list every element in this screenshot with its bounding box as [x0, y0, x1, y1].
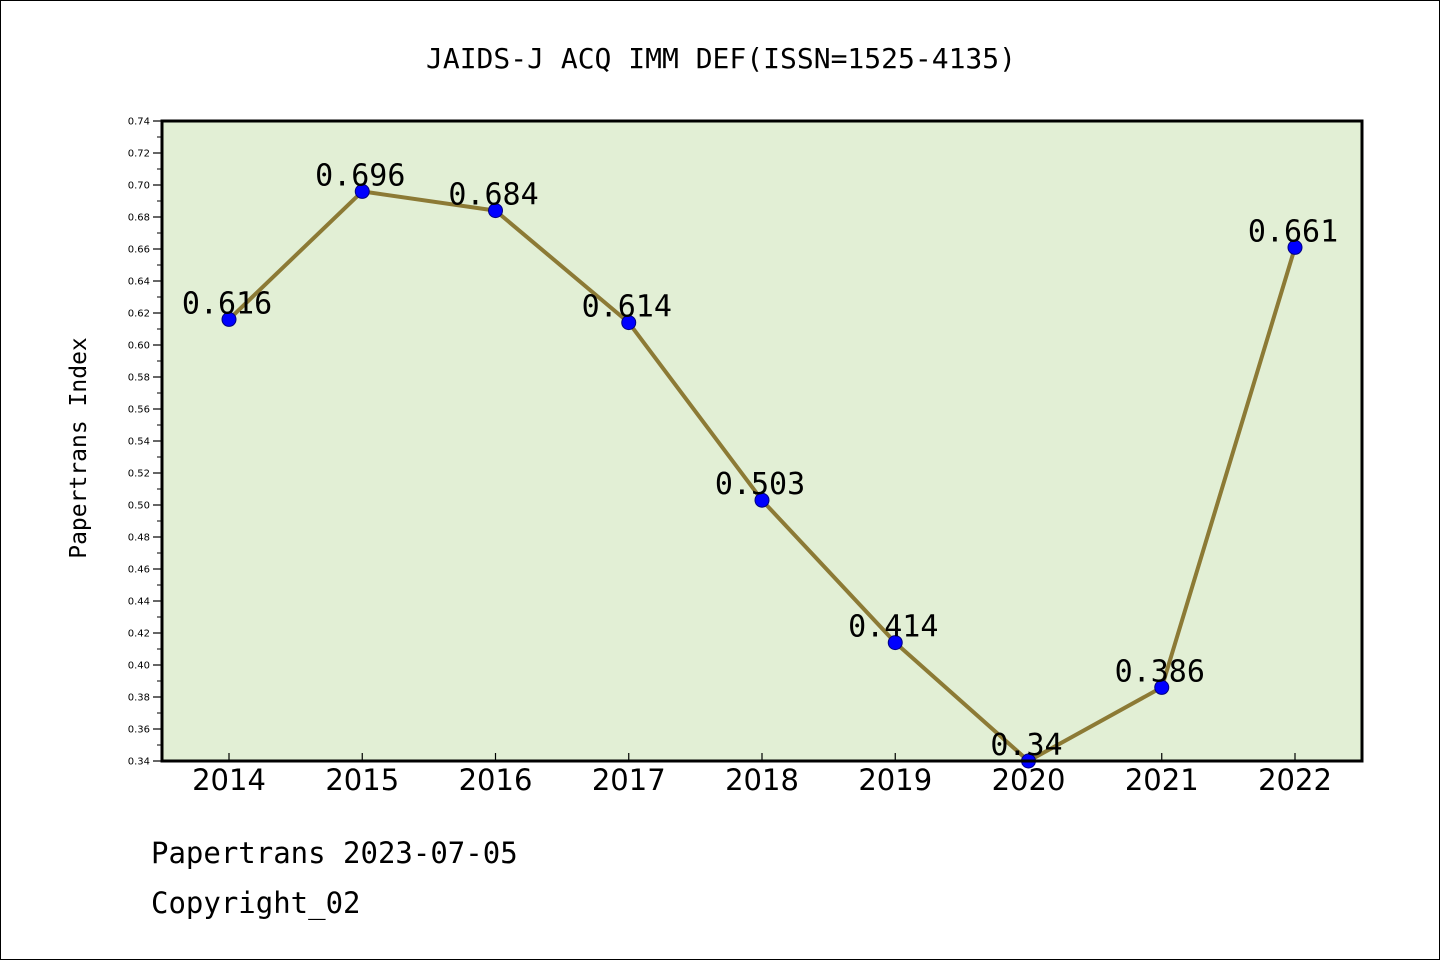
data-point — [488, 203, 503, 219]
y-tick-label: 0.54 — [128, 437, 150, 448]
data-label: 0.386 — [1115, 654, 1205, 689]
data-label: 0.696 — [315, 158, 405, 193]
y-axis-ticks: 0.34 0.36 0.38 0.40 0.42 0.44 0.46 0.48 0.50 0.52… — [128, 117, 162, 768]
data-point — [354, 183, 370, 199]
y-tick-label: 0.44 — [128, 597, 150, 608]
x-tick-label: 2021 — [1125, 763, 1199, 797]
data-label: 0.503 — [715, 467, 805, 502]
data-label: 0.684 — [448, 178, 538, 213]
y-tick-label: 0.74 — [128, 117, 150, 128]
plot-border — [160, 119, 1364, 763]
data-label: 0.34 — [990, 728, 1062, 763]
y-tick-label: 0.36 — [128, 725, 150, 736]
footer-source: Papertrans 2023-07-05 — [151, 836, 518, 870]
footer-copyright: Copyright_02 — [151, 886, 361, 920]
data-point — [1287, 239, 1303, 255]
x-tick-label: 2019 — [858, 763, 932, 797]
y-tick-label: 0.40 — [128, 661, 150, 672]
x-tick-label: 2015 — [325, 763, 399, 797]
x-tick-label: 2022 — [1258, 763, 1332, 797]
y-tick-label: 0.46 — [128, 565, 150, 576]
x-tick-label: 2017 — [592, 763, 666, 797]
y-tick-label: 0.50 — [128, 501, 150, 512]
data-label: 0.614 — [582, 290, 672, 325]
y-tick-label: 0.62 — [128, 309, 150, 320]
y-tick-label: 0.70 — [128, 181, 150, 192]
x-axis-ticks: 2014 2015 2016 2017 2018 2019 2020 2021 2022 — [192, 753, 1332, 797]
x-tick-label: 2020 — [992, 763, 1066, 797]
y-tick-label: 0.58 — [128, 373, 150, 384]
data-point — [221, 311, 237, 327]
data-label: 0.661 — [1248, 214, 1338, 249]
y-tick-label: 0.60 — [128, 341, 150, 352]
data-point — [621, 315, 637, 331]
data-point — [1154, 679, 1170, 695]
x-tick-label: 2014 — [192, 763, 266, 797]
y-tick-label: 0.38 — [128, 693, 150, 704]
y-tick-label: 0.48 — [128, 533, 150, 544]
y-axis-label: Papertrans Index — [66, 337, 92, 559]
y-tick-label: 0.72 — [128, 149, 150, 160]
data-label: 0.616 — [182, 286, 272, 321]
data-label: 0.414 — [848, 610, 938, 645]
x-tick-label: 2018 — [725, 763, 799, 797]
x-tick-label: 2016 — [459, 763, 533, 797]
y-tick-label: 0.66 — [128, 245, 150, 256]
y-tick-label: 0.68 — [128, 213, 150, 224]
y-tick-label: 0.64 — [128, 277, 150, 288]
y-tick-label: 0.56 — [128, 405, 150, 416]
series-layer: 0.616 0.696 0.684 0.614 0.503 0.414 0.34 0.386 0… — [182, 158, 1338, 769]
data-point — [887, 635, 903, 651]
y-tick-label: 0.42 — [128, 629, 150, 640]
y-tick-label: 0.34 — [128, 757, 150, 768]
chart-title: JAIDS-J ACQ IMM DEF(ISSN=1525-4135) — [426, 42, 1016, 75]
y-tick-label: 0.52 — [128, 469, 150, 480]
plot-area — [162, 121, 1362, 761]
data-point — [754, 492, 770, 508]
